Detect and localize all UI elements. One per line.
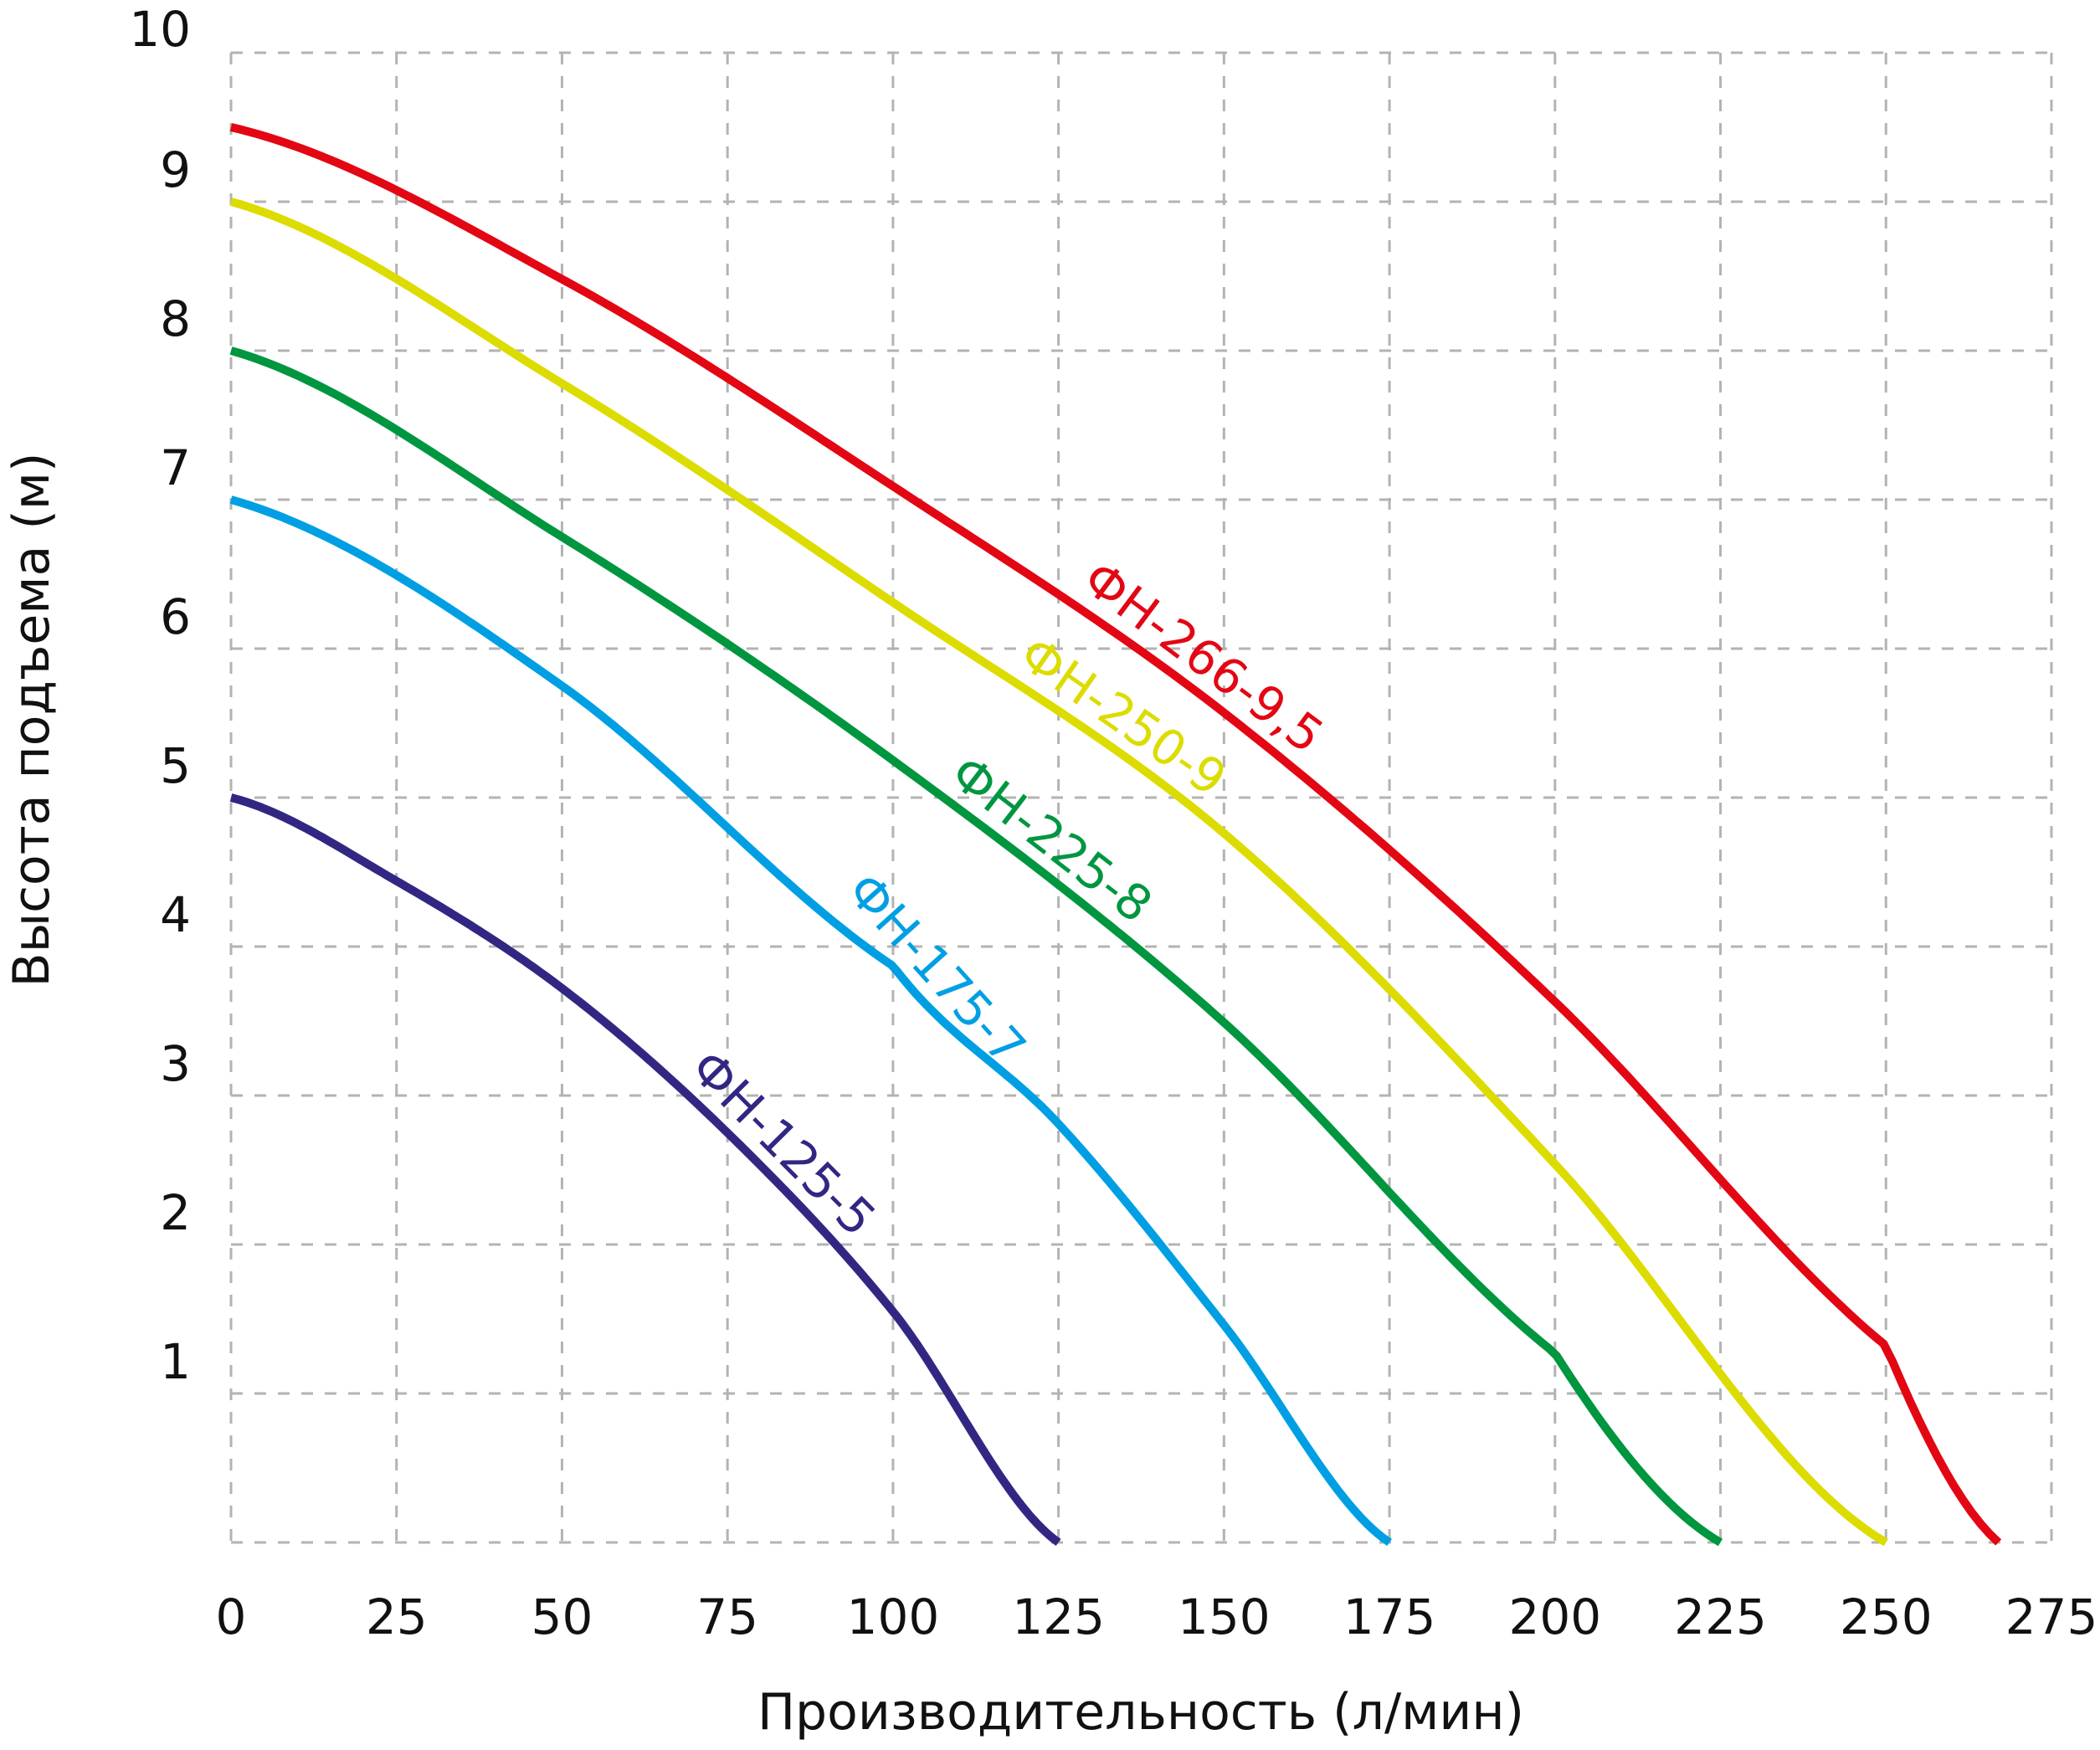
x-tick-label: 225 <box>1674 1588 1767 1645</box>
x-tick-label: 50 <box>531 1588 593 1645</box>
y-tick-label: 9 <box>160 141 191 198</box>
x-tick-label: 275 <box>2005 1588 2098 1645</box>
x-tick-label: 200 <box>1508 1588 1601 1645</box>
series-label: ФН-175-7 <box>836 862 1037 1076</box>
series-curve <box>229 198 1888 1547</box>
y-axis-label: Высота подъема (м) <box>3 453 61 988</box>
x-tick-label: 25 <box>366 1588 428 1645</box>
x-tick-label: 125 <box>1012 1588 1105 1645</box>
series-labels: ФН-266-9,5ФН-250-9ФН-225-8ФН-175-7ФН-125… <box>680 550 1334 1248</box>
y-tick-label: 4 <box>160 886 191 943</box>
y-tick-label: 7 <box>160 439 191 496</box>
series-curve <box>229 495 1392 1547</box>
x-tick-labels: 0 25 50 75 100 125 150 175 200 225 250 275 <box>216 1588 2098 1645</box>
y-tick-label: 10 <box>129 1 191 58</box>
x-tick-label: 75 <box>696 1588 758 1645</box>
series-curve <box>229 123 2002 1546</box>
y-tick-label: 6 <box>160 588 191 645</box>
y-tick-labels: 1 2 3 4 5 6 7 8 9 10 <box>129 1 191 1390</box>
series-curve <box>229 793 1061 1547</box>
x-tick-label: 250 <box>1840 1588 1933 1645</box>
series-label: ФН-125-5 <box>680 1039 887 1247</box>
grid <box>229 51 2053 1544</box>
x-tick-label: 100 <box>847 1588 940 1645</box>
x-tick-label: 175 <box>1343 1588 1436 1645</box>
y-tick-label: 3 <box>160 1035 191 1092</box>
series-curves <box>229 123 2002 1547</box>
y-tick-label: 2 <box>160 1184 191 1241</box>
x-tick-label: 150 <box>1178 1588 1271 1645</box>
x-axis-label: Производительность (л/мин) <box>757 1683 1524 1742</box>
series-label: ФН-225-8 <box>940 744 1163 934</box>
y-tick-label: 8 <box>160 290 191 347</box>
series-curve <box>229 346 1723 1547</box>
y-tick-label: 5 <box>160 737 191 794</box>
y-tick-label: 1 <box>160 1333 191 1390</box>
x-tick-label: 0 <box>216 1588 247 1645</box>
